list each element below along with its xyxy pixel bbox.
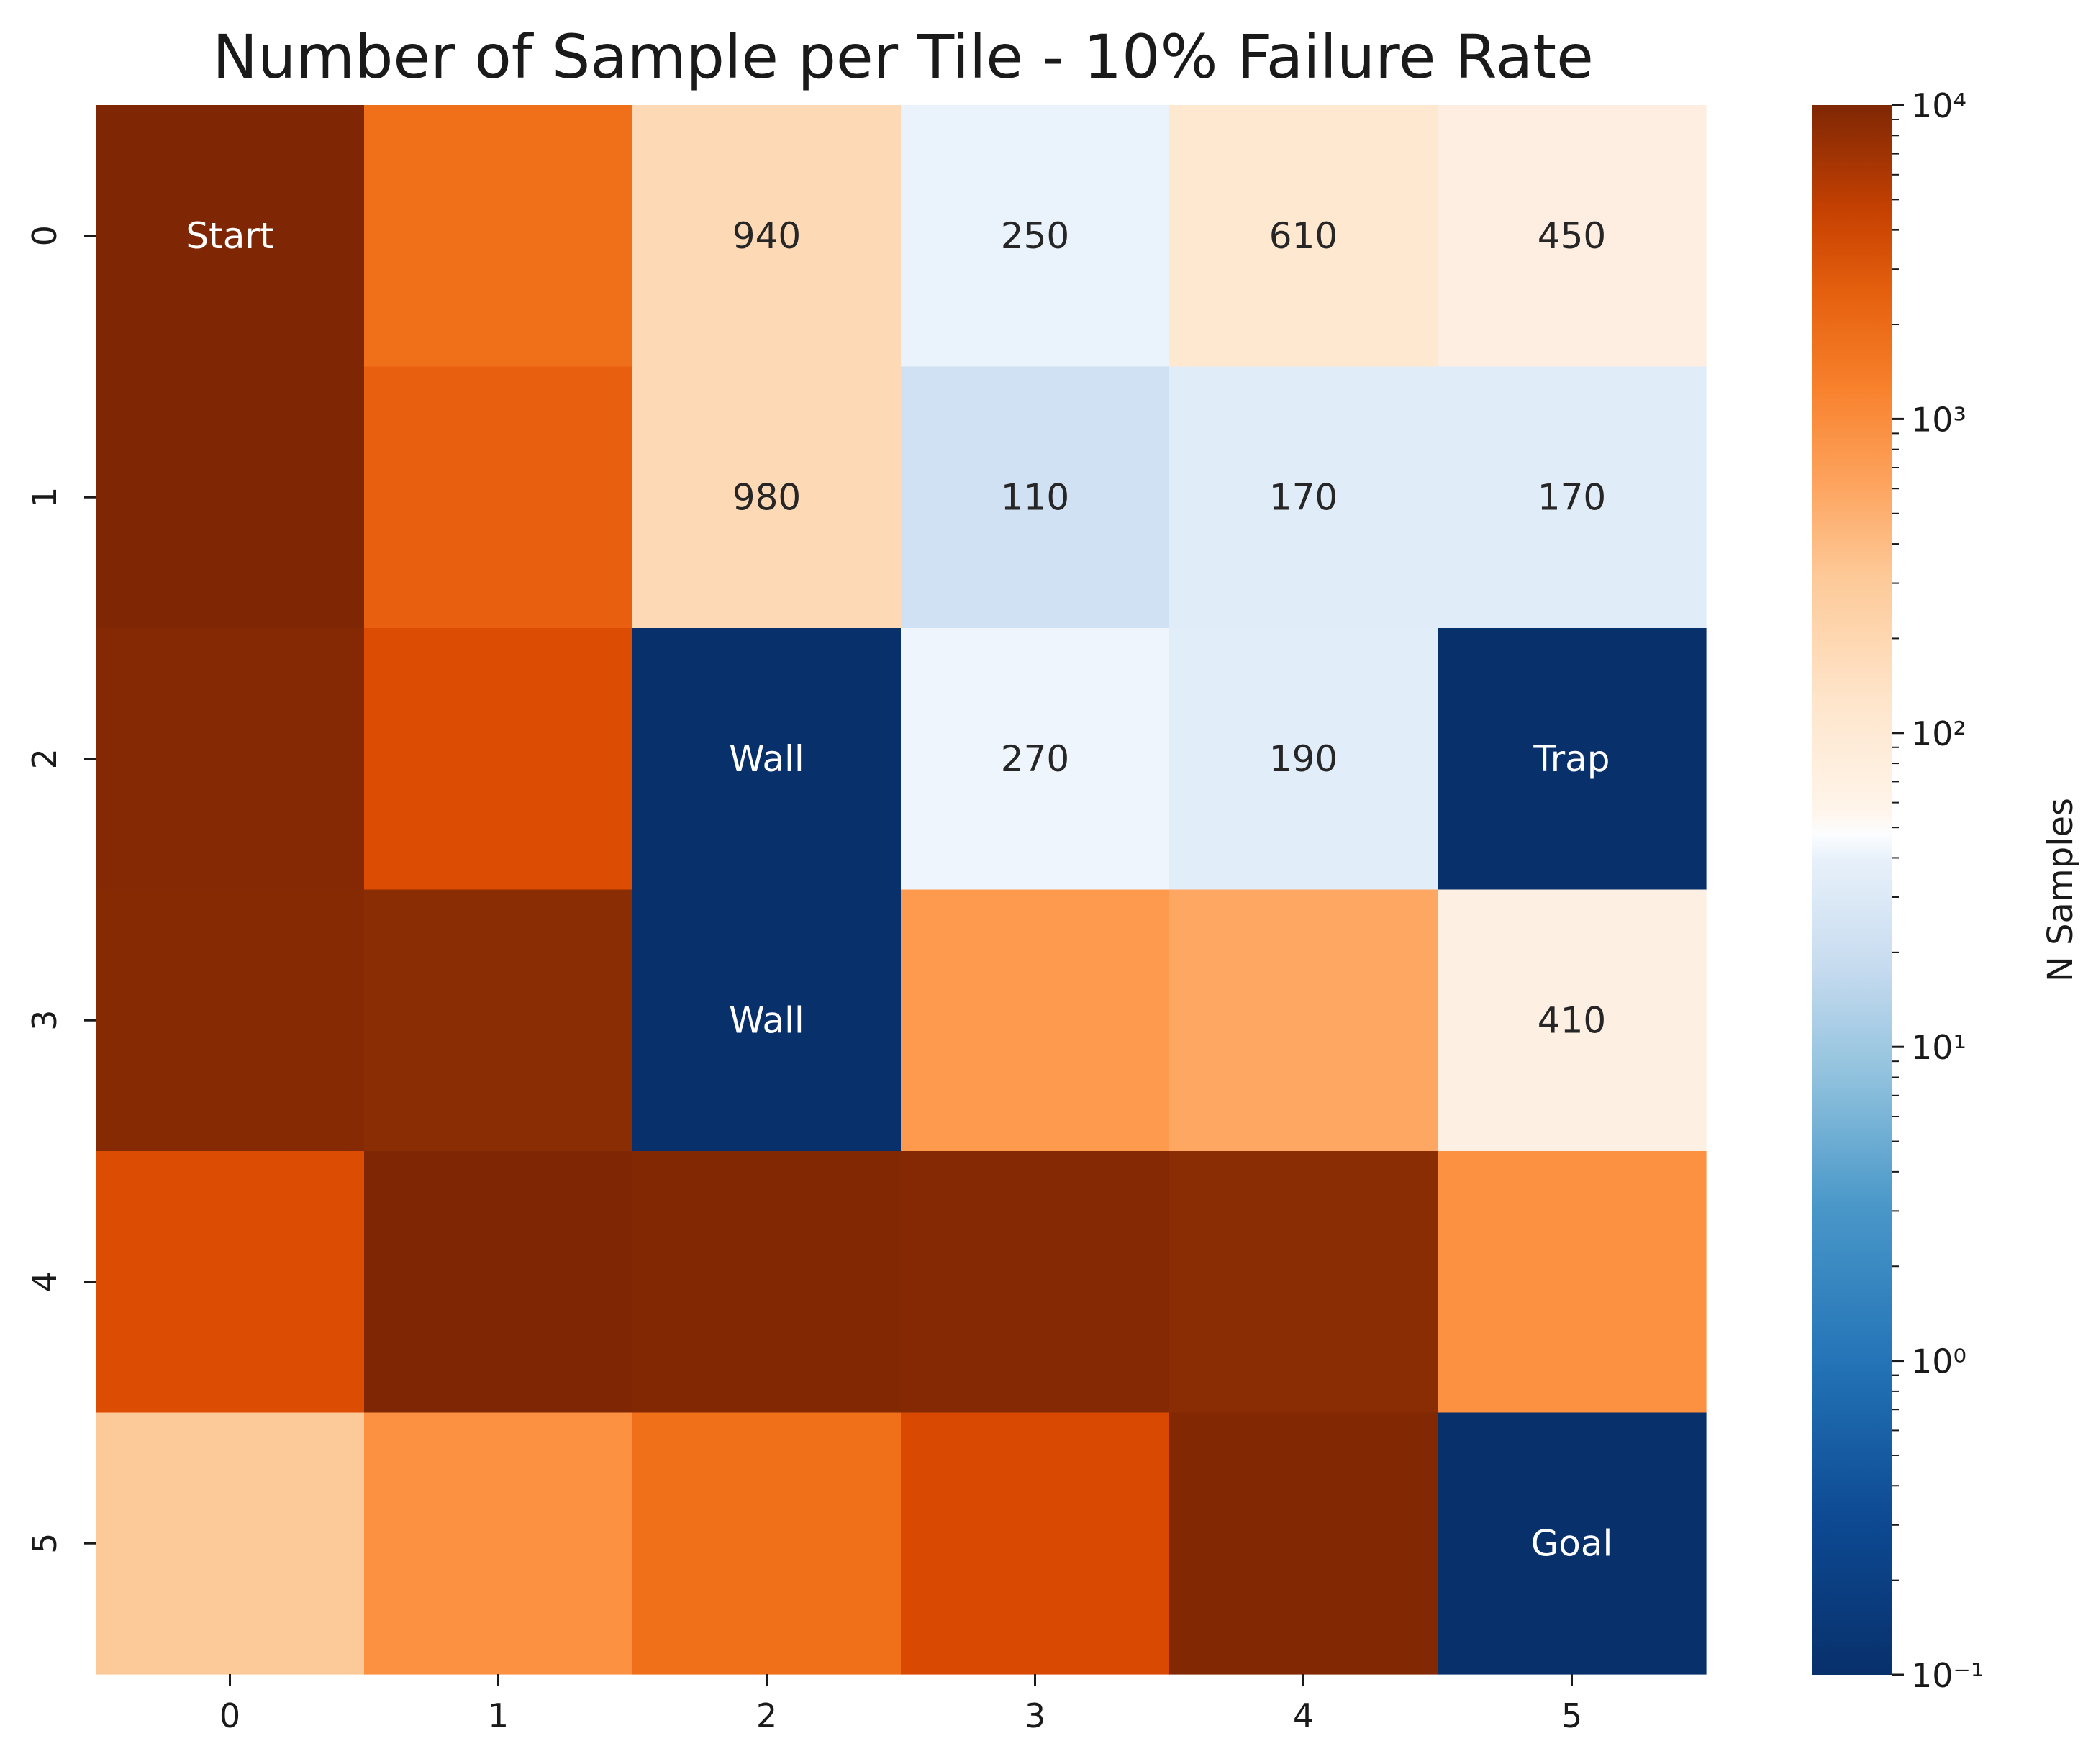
heatmap-cell-1-4 <box>1169 366 1438 629</box>
heatmap-cell-5-2 <box>632 1412 902 1675</box>
colorbar-label: N Samples <box>2041 798 2081 982</box>
cell-label-3-5: 410 <box>1538 999 1606 1041</box>
heatmap-cell-5-3 <box>901 1412 1170 1675</box>
heatmap-cell-3-3 <box>901 889 1170 1152</box>
x-tick-label-5: 5 <box>1561 1696 1582 1735</box>
heatmap-cell-4-2 <box>632 1151 902 1414</box>
x-tick-label-2: 2 <box>756 1696 777 1735</box>
heatmap-cell-2-0 <box>96 628 365 891</box>
y-tick-label-4: 4 <box>25 1271 64 1292</box>
heatmap-cell-0-5 <box>1438 105 1707 368</box>
y-tick-label-3: 3 <box>25 1010 64 1031</box>
y-tick-label-1: 1 <box>25 487 64 508</box>
x-tick-label-0: 0 <box>219 1696 240 1735</box>
heatmap-cell-1-1 <box>364 366 633 629</box>
heatmap-cell-5-4 <box>1169 1412 1438 1675</box>
colorbar-tick-label-2: 10² <box>1911 714 1966 753</box>
cell-label-2-2: Wall <box>729 738 804 780</box>
chart-title: Number of Sample per Tile - 10% Failure … <box>212 22 1594 92</box>
heatmap-cell-4-3 <box>901 1151 1170 1414</box>
y-tick-label-2: 2 <box>25 748 64 769</box>
colorbar-gradient <box>1812 105 1892 1675</box>
x-tick-label-3: 3 <box>1025 1696 1045 1735</box>
colorbar-tick-label-0: 10⁴ <box>1911 86 1966 125</box>
heatmap-cell-5-5 <box>1438 1412 1707 1675</box>
cell-label-1-4: 170 <box>1269 476 1338 518</box>
heatmap-cell-2-2 <box>632 628 902 891</box>
heatmap-cell-0-1 <box>364 105 633 368</box>
cell-label-0-4: 610 <box>1269 215 1338 257</box>
heatmap-cell-4-1 <box>364 1151 633 1414</box>
x-tick-label-1: 1 <box>488 1696 509 1735</box>
heatmap-cell-1-5 <box>1438 366 1707 629</box>
colorbar-tick-label-3: 10¹ <box>1911 1028 1966 1067</box>
heatmap-cell-0-2 <box>632 105 902 368</box>
heatmap-cell-2-5 <box>1438 628 1707 891</box>
y-tick-label-0: 0 <box>25 225 64 246</box>
heatmap-cell-1-0 <box>96 366 365 629</box>
cell-label-0-0: Start <box>186 215 273 257</box>
heatmap-cell-3-2 <box>632 889 902 1152</box>
cell-label-2-3: 270 <box>1001 738 1069 780</box>
heatmap-cell-4-4 <box>1169 1151 1438 1414</box>
colorbar: 10⁴ 10³ 10² 10¹ 10⁰ 10⁻¹ <box>1812 86 1984 1695</box>
heatmap-cell-3-0 <box>96 889 365 1152</box>
heatmap-cell-5-1 <box>364 1412 633 1675</box>
cell-label-1-5: 170 <box>1538 476 1606 518</box>
heatmap-cell-5-0 <box>96 1412 365 1675</box>
x-tick-label-4: 4 <box>1293 1696 1314 1735</box>
heatmap-cell-3-1 <box>364 889 633 1152</box>
y-tick-label-5: 5 <box>25 1533 64 1554</box>
heatmap-cell-0-4 <box>1169 105 1438 368</box>
heatmap-cell-2-1 <box>364 628 633 891</box>
heatmap-cell-1-3 <box>901 366 1170 629</box>
heatmap-cell-4-5 <box>1438 1151 1707 1414</box>
cell-label-0-5: 450 <box>1538 215 1606 257</box>
colorbar-tick-label-1: 10³ <box>1911 400 1966 439</box>
cell-label-1-2: 980 <box>732 476 801 518</box>
colorbar-tick-label-5: 10⁻¹ <box>1911 1656 1984 1695</box>
heatmap-cell-4-0 <box>96 1151 365 1414</box>
colorbar-tick-label-4: 10⁰ <box>1911 1342 1966 1381</box>
cell-label-0-3: 250 <box>1001 215 1069 257</box>
heatmap-cell-2-4 <box>1169 628 1438 891</box>
cell-label-2-4: 190 <box>1269 738 1338 780</box>
heatmap-cell-1-2 <box>632 366 902 629</box>
cell-label-0-2: 940 <box>732 215 801 257</box>
heatmap-cell-3-4 <box>1169 889 1438 1152</box>
heatmap-cell-0-0 <box>96 105 365 368</box>
cell-label-3-2: Wall <box>729 999 804 1041</box>
cell-label-1-3: 110 <box>1001 476 1069 518</box>
heatmap-cell-2-3 <box>901 628 1170 891</box>
cell-label-2-5: Trap <box>1533 738 1610 780</box>
heatmap-cell-3-5 <box>1438 889 1707 1152</box>
heatmap-cell-0-3 <box>901 105 1170 368</box>
cell-label-5-5: Goal <box>1531 1522 1613 1564</box>
